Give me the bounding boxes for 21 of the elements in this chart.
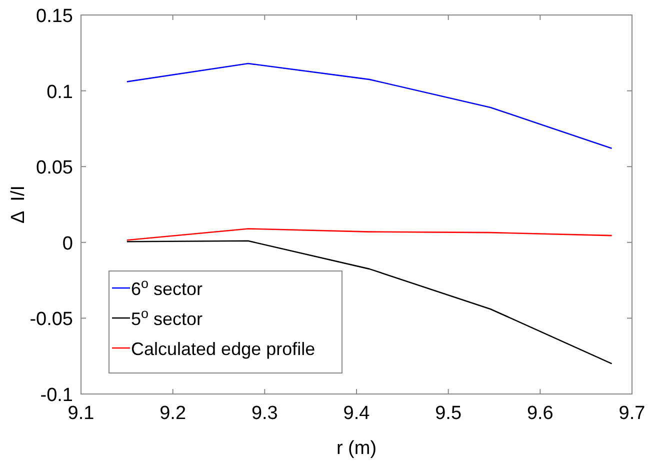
y-tick-label: -0.05 [30,309,73,330]
legend-label: Calculated edge profile [131,339,316,359]
x-tick-label: 9.2 [160,403,186,424]
legend-label: 6$^{o}$ sector [131,276,203,299]
y-tick-label: 0 [62,233,73,254]
x-tick-label: 9.1 [68,403,94,424]
y-tick-label: 0.15 [36,6,73,27]
y-tick-label: -0.1 [40,385,73,406]
x-tick-label: 9.5 [435,403,462,424]
y-tick-label: 0.1 [46,82,73,103]
line-series [126,240,612,364]
y-axis-title: Δ I/I [8,185,29,224]
legend-label: 5$^{o}$ sector [131,306,203,329]
x-axis-title: r (m) [336,438,377,459]
line-series [126,228,612,241]
x-tick-label: 9.4 [343,403,370,424]
x-tick-label: 9.3 [251,403,278,424]
x-tick-label: 9.7 [618,403,646,424]
y-tick-label: 0.05 [36,158,73,179]
line-series [126,62,612,150]
x-tick-label: 9.6 [526,403,554,424]
